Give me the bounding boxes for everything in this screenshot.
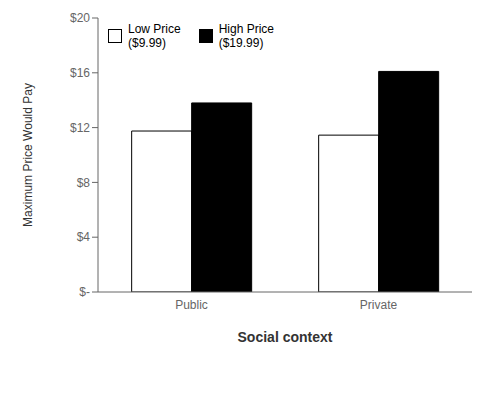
svg-text:Social context: Social context (238, 329, 333, 345)
svg-text:$8: $8 (77, 176, 91, 190)
html-text:($9.99): ($9.99) (128, 36, 166, 50)
svg-text:$20: $20 (70, 11, 90, 25)
html-text:($19.99): ($19.99) (218, 36, 264, 50)
svg-text:Maximum Price Would Pay: Maximum Price Would Pay (21, 83, 35, 227)
svg-text:Public: Public (175, 298, 208, 312)
svg-text:$4: $4 (77, 230, 91, 244)
svg-text:$12: $12 (70, 121, 90, 135)
svg-text:$16: $16 (70, 66, 90, 80)
html-text:High Price: High Price (218, 22, 274, 36)
svg-text:$-: $- (79, 285, 90, 299)
svg-text:Private: Private (360, 298, 398, 312)
html-text:Low Price: Low Price (128, 22, 181, 36)
